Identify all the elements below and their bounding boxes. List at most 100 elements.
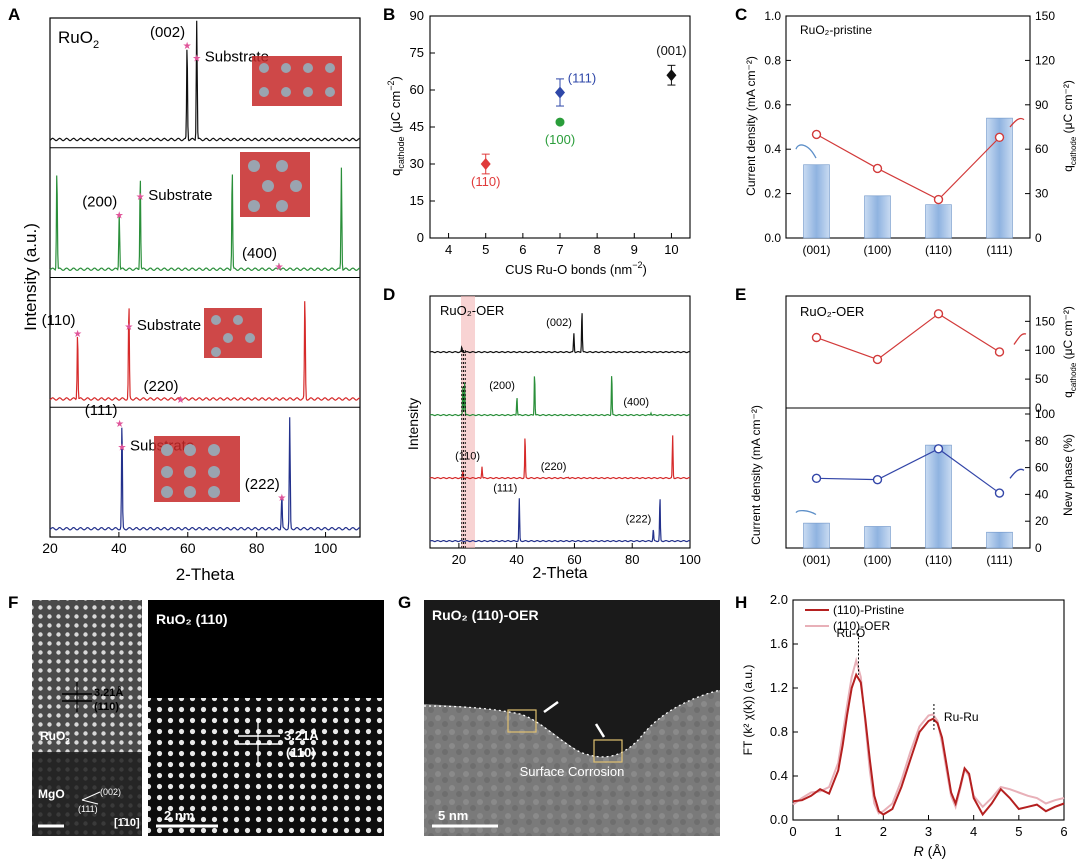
x-tick-label: 4 (445, 242, 452, 257)
axis-pointer-arrow (795, 144, 817, 159)
panel-b-points: (110) (100) (111) (001) (471, 43, 687, 189)
y-tick-label: 1.6 (770, 636, 788, 651)
panel-e-axes: 0 50 100 150 0 20 40 60 80 100 (001) (100) (110) (111… (785, 295, 1055, 567)
peak-marker: ★ (115, 211, 124, 222)
peak-label: (111) (493, 483, 517, 495)
panel-label-h: H (735, 593, 747, 612)
y2-tick-label: 150 (1035, 9, 1055, 23)
y2-tick-label: 60 (1035, 142, 1049, 156)
axis-pointer-arrow (1013, 333, 1027, 345)
panel-a-crystal-110 (204, 308, 262, 358)
x-tick-label: 3 (925, 824, 932, 839)
panel-g-dark-region (424, 600, 720, 757)
peak-marker: ★ (124, 322, 133, 333)
bar (803, 164, 830, 239)
y2-tick-label: 0 (1035, 541, 1042, 555)
x-tick-label: 80 (625, 552, 639, 567)
bar (925, 204, 952, 239)
peak-marker: ★ (115, 419, 124, 430)
panel-c-title: RuO₂-pristine (800, 23, 872, 37)
peak-label: (222) (245, 476, 280, 493)
peak-label: (222) (626, 513, 652, 525)
bar (864, 526, 891, 549)
panel-d-frame (429, 295, 691, 549)
series-line (816, 448, 1000, 494)
x-tick-label: (110) (925, 553, 952, 567)
x-tick-label: 40 (111, 540, 127, 556)
peak-marker: ★ (183, 41, 192, 52)
panel-f-right-scale-label: 2 nm (164, 808, 194, 823)
series-point (933, 309, 944, 319)
y-tick-label: 100 (1035, 343, 1055, 357)
legend-label: (110)-Pristine (833, 603, 904, 617)
y-tick-label: 15 (410, 193, 424, 208)
xrd-series-line (429, 498, 691, 543)
panel-g-stem-image: RuO₂ (110)-OER Surface Corrosion 5 nm (423, 600, 721, 836)
panel-a-sample-label: RuO2 (58, 28, 99, 51)
panel-g-caption: Surface Corrosion (520, 764, 625, 779)
peak-label: (400) (242, 245, 277, 262)
panel-d-xlabel: 2-Theta (532, 565, 587, 582)
panel-g-scale-label: 5 nm (438, 808, 468, 823)
panel-g-box-2 (593, 739, 623, 763)
panel-c-bars: 0.0 0.2 0.4 0.6 0.8 1.0 0 30 60 90 120 150 (001) (100… (744, 9, 1078, 257)
xrd-series-line (429, 376, 691, 417)
panel-a-crystal-111 (154, 436, 240, 502)
x-tick-label: (001) (802, 243, 830, 257)
panel-f-dir-arrow-2 (81, 799, 99, 805)
panel-a-crystal-002 (252, 56, 342, 106)
x-tick-label: (110) (925, 243, 952, 257)
panel-label-e: E (735, 285, 746, 304)
xrd-series-line (49, 301, 361, 401)
y2-tick-label: 30 (1035, 187, 1049, 201)
peak-label: Substrate (137, 317, 201, 334)
panel-g-box-1 (507, 709, 537, 733)
bar (925, 444, 952, 549)
data-label: (111) (568, 70, 596, 85)
peak-label: (110) (42, 312, 76, 329)
panel-a-crystal-200 (240, 152, 310, 217)
panel-g-surface-line (423, 689, 721, 758)
y-tick-label: 0.6 (764, 98, 781, 112)
x-tick-label: 20 (452, 552, 466, 567)
panel-d-strips: (002) (200) (400) (110) (220) (111) (222) (429, 313, 691, 548)
series-point (872, 354, 883, 365)
x-tick-label: 100 (679, 552, 701, 567)
panel-f-dir-002: (002) (100, 787, 121, 797)
peak-label: (110) (455, 450, 480, 462)
y2-tick-label: 0 (1035, 231, 1042, 245)
panel-label-c: C (735, 5, 747, 24)
series-line (816, 313, 1000, 361)
plot-frame (785, 295, 1031, 549)
panel-label-f: F (8, 593, 18, 612)
panel-d-ylabel: Intensity (405, 398, 421, 450)
panel-a-xlabel: 2-Theta (176, 565, 235, 584)
panel-f-left-plane: (110) (94, 701, 119, 713)
panel-d-title: RuO₂-OER (440, 303, 504, 318)
peak-marker: ★ (118, 443, 127, 454)
plot-frame (792, 599, 1065, 821)
x-tick-label: 6 (519, 242, 526, 257)
legend-label: (110)-OER (833, 619, 890, 633)
y2-tick-label: 60 (1035, 461, 1049, 475)
y-tick-label: 0.0 (770, 812, 788, 827)
panel-h-axes: 0 1 2 3 4 5 6 0.0 0.4 0.8 1.2 1.6 2.0 (770, 592, 1068, 839)
panel-label-a: A (8, 5, 20, 24)
x-tick-label: 0 (789, 824, 796, 839)
annotation-label: Ru-O (836, 626, 865, 640)
panel-f-dir-111: (111) (78, 804, 98, 814)
panel-label-d: D (383, 285, 395, 304)
series-line (792, 672, 1065, 817)
data-point (666, 69, 677, 82)
x-tick-label: (111) (986, 553, 1012, 567)
peak-label: (220) (541, 461, 567, 473)
peak-marker: ★ (176, 395, 185, 406)
x-tick-label: 40 (509, 552, 523, 567)
series-point (994, 132, 1005, 143)
x-tick-label: 7 (556, 242, 563, 257)
x-tick-label: 8 (594, 242, 601, 257)
bar (864, 195, 891, 239)
